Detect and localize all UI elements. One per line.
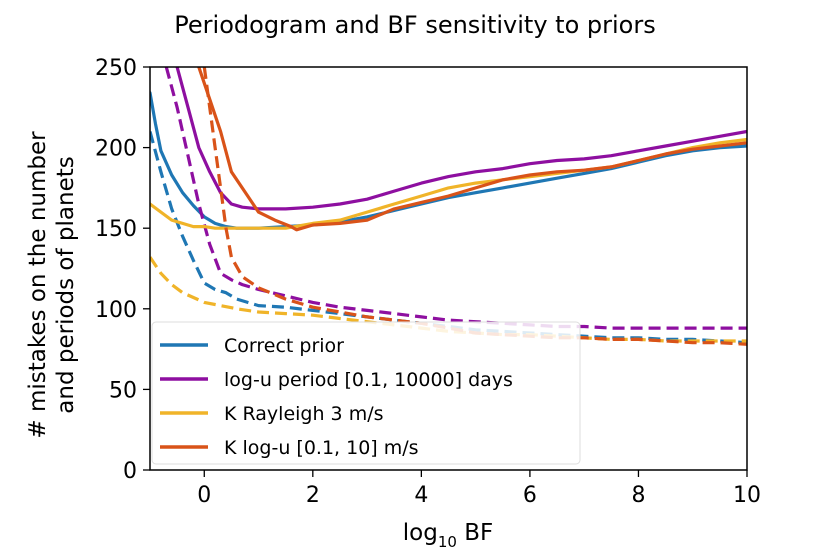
series-4-solid-line bbox=[197, 67, 747, 232]
y-tick-label: 100 bbox=[95, 298, 137, 323]
y-tick-label: 150 bbox=[95, 217, 137, 242]
x-axis-label: log10 BF bbox=[403, 520, 493, 551]
y-axis: 0 50 100 150 200 250 bbox=[95, 56, 150, 484]
legend-label-3: K Rayleigh 3 m/s bbox=[224, 403, 384, 425]
legend-label-1: Correct prior bbox=[224, 335, 344, 357]
x-tick-label: 4 bbox=[414, 483, 428, 508]
series-layer bbox=[150, 67, 747, 346]
y-tick-label: 0 bbox=[123, 459, 137, 484]
y-tick-label: 50 bbox=[109, 378, 137, 403]
y-tick-label: 250 bbox=[95, 56, 137, 81]
x-axis-label-main: log bbox=[403, 520, 438, 546]
series-1-solid-line bbox=[150, 91, 747, 230]
x-tick-label: 0 bbox=[197, 483, 211, 508]
series-1-dashed-line bbox=[150, 131, 747, 345]
plot-frame bbox=[149, 66, 748, 471]
series-2-solid-line bbox=[175, 67, 747, 211]
y-tick-label: 200 bbox=[95, 137, 137, 162]
legend-label-4: K log-u [0.1, 10] m/s bbox=[224, 437, 419, 459]
y-axis-label-line-1: # mistakes on the number bbox=[25, 131, 51, 439]
y-axis-label-line-2: and periods of planets bbox=[53, 156, 79, 413]
x-axis: 0 2 4 6 8 10 bbox=[197, 470, 761, 508]
x-axis-label-sub: 10 bbox=[438, 533, 457, 551]
x-tick-label: 6 bbox=[523, 483, 537, 508]
legend: Correct prior log-u period [0.1, 10000] d… bbox=[151, 321, 581, 465]
legend-label-2: log-u period [0.1, 10000] days bbox=[224, 369, 513, 391]
x-tick-label: 2 bbox=[306, 483, 320, 508]
x-axis-label-tail: BF bbox=[457, 520, 493, 546]
y-axis-label: # mistakes on the number and periods of … bbox=[25, 131, 79, 439]
chart-title: Periodogram and BF sensitivity to priors bbox=[174, 11, 655, 39]
legend-box bbox=[151, 321, 581, 465]
x-tick-label: 8 bbox=[631, 483, 645, 508]
x-tick-label: 10 bbox=[733, 483, 761, 508]
series-4-dashed-line bbox=[202, 67, 747, 346]
